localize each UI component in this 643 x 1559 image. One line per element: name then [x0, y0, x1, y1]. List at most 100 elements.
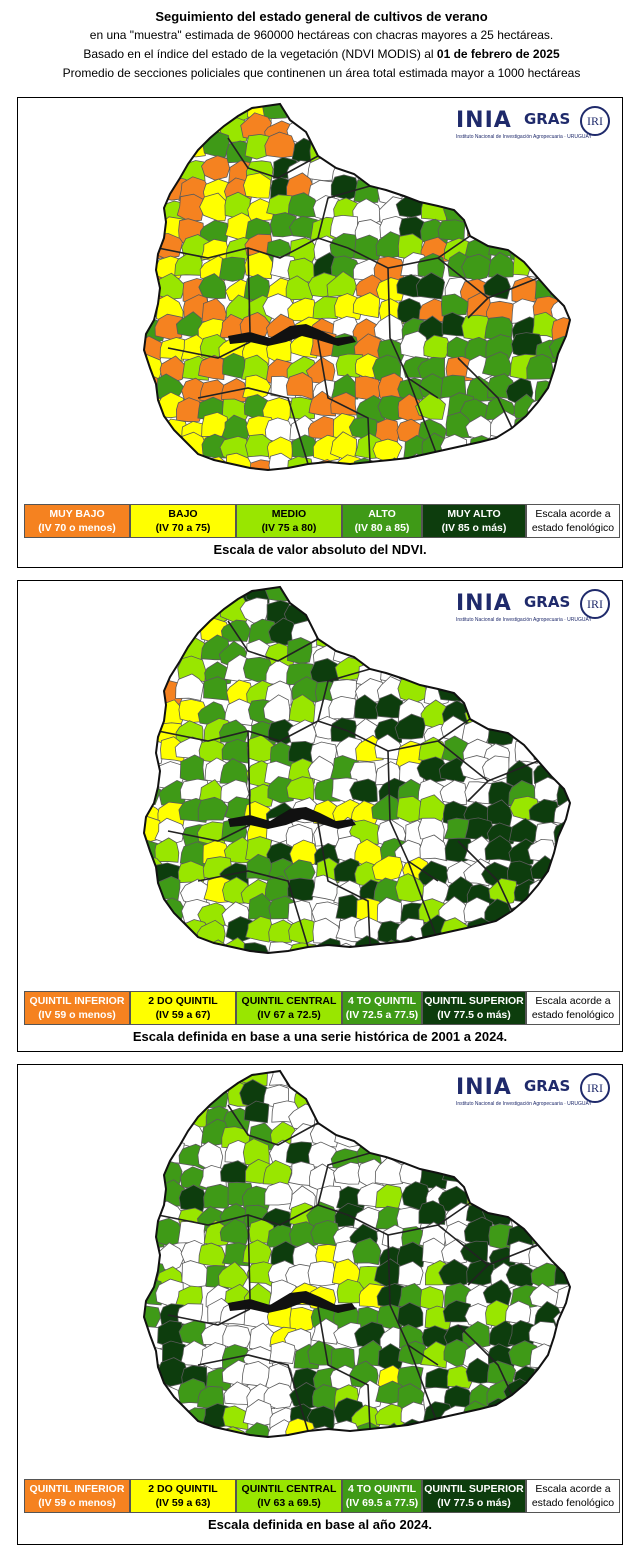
section-polygon [159, 479, 190, 498]
section-polygon [144, 1241, 161, 1267]
section-polygon [467, 213, 498, 240]
map-legend: MUY BAJO (IV 70 o menos) BAJO (IV 70 a 75) M… [24, 504, 620, 538]
section-polygon [358, 639, 389, 663]
legend-item-range: (IV 67 a 72.5) [257, 1009, 321, 1021]
section-polygon [417, 659, 446, 686]
legend-item-label: MUY BAJO [49, 508, 105, 520]
section-polygon [159, 104, 187, 120]
department-boundary [387, 750, 439, 882]
section-polygon [491, 1141, 519, 1169]
section-polygon [397, 1260, 424, 1287]
section-polygon [312, 296, 341, 320]
section-polygon [527, 238, 557, 264]
section-polygon [531, 1146, 563, 1170]
section-polygon [424, 1444, 451, 1465]
legend-item: ALTO (IV 80 a 85) [342, 504, 422, 538]
legend-item-label: QUINTIL CENTRAL [241, 1483, 337, 1495]
department-boundary [407, 377, 439, 459]
section-polygon [438, 1258, 470, 1287]
section-polygon [552, 962, 580, 981]
section-polygon [201, 587, 231, 606]
section-polygon [422, 137, 451, 166]
section-polygon [554, 1261, 570, 1288]
section-polygon [313, 587, 341, 608]
section-polygon [283, 1445, 314, 1465]
section-polygon [198, 1242, 226, 1267]
section-polygon [352, 1206, 382, 1233]
section-polygon [461, 153, 493, 182]
legend-item: MEDIO (IV 75 a 80) [236, 504, 342, 538]
section-polygon [396, 1241, 425, 1271]
section-polygon [137, 476, 167, 498]
section-polygon [312, 114, 344, 141]
department-boundary [197, 870, 309, 948]
section-polygon [549, 637, 570, 663]
section-polygon [264, 587, 294, 602]
section-polygon [144, 898, 162, 925]
section-polygon [440, 635, 468, 663]
section-polygon [309, 1446, 337, 1465]
section-polygon [419, 1286, 445, 1310]
legend-item-label: ALTO [368, 508, 396, 520]
department-boundary [457, 840, 513, 912]
section-polygon [330, 373, 360, 400]
department-boundary [387, 267, 439, 399]
section-polygon [350, 1071, 380, 1087]
section-polygon [243, 1100, 270, 1124]
section-polygon [491, 436, 518, 463]
section-polygon [174, 253, 203, 276]
section-polygon [461, 253, 493, 281]
section-polygon [263, 1382, 295, 1409]
legend-item-range: (IV 77.5 o más) [437, 1497, 511, 1509]
section-polygon [416, 1426, 445, 1437]
section-polygon [489, 1448, 520, 1465]
section-polygon [551, 438, 570, 467]
section-polygon [419, 640, 445, 666]
section-polygon [268, 452, 297, 470]
section-polygon [507, 639, 539, 666]
section-polygon [510, 1203, 540, 1231]
map-panel-2024-quintiles: INIA Instituto Nacional de Investigación … [17, 1064, 623, 1545]
section-polygon [488, 1178, 520, 1206]
section-polygon [228, 1445, 255, 1465]
section-polygon [462, 454, 493, 470]
section-polygon [483, 273, 511, 300]
legend-item-range: (IV 59 a 63) [155, 1497, 211, 1509]
section-polygon [349, 778, 378, 803]
section-polygon [529, 1126, 557, 1151]
section-polygon [202, 130, 230, 158]
section-polygon [397, 594, 428, 622]
section-polygon [529, 1381, 557, 1409]
section-polygon [553, 656, 570, 682]
department-boundary [457, 357, 513, 429]
section-polygon [393, 118, 426, 144]
section-polygon [144, 416, 167, 441]
section-polygon [416, 595, 447, 619]
section-polygon [175, 673, 205, 701]
inia-logo: INIA [456, 591, 512, 616]
section-polygon [509, 1440, 537, 1465]
section-polygon [485, 1423, 515, 1437]
section-polygon [508, 479, 537, 498]
section-polygon [420, 617, 449, 645]
section-polygon [441, 1238, 469, 1265]
section-polygon [488, 251, 516, 278]
section-polygon [533, 1422, 562, 1437]
section-polygon [552, 215, 570, 244]
legend-item: 2 DO QUINTIL (IV 59 a 63) [130, 1479, 236, 1513]
section-polygon [242, 942, 269, 953]
section-polygon [310, 1071, 339, 1086]
inia-subtitle: Instituto Nacional de Investigación Agro… [456, 134, 592, 140]
section-polygon [173, 458, 205, 470]
section-polygon [422, 587, 450, 608]
section-polygon [316, 622, 344, 648]
section-polygon [527, 217, 557, 244]
section-polygon [144, 153, 166, 179]
legend-item-range: estado fenológico [531, 1009, 615, 1021]
section-polygon [334, 104, 366, 123]
section-polygon [337, 135, 366, 163]
section-polygon [483, 697, 512, 722]
section-polygon [352, 198, 381, 227]
section-polygon [218, 256, 247, 282]
section-polygon [421, 475, 452, 498]
